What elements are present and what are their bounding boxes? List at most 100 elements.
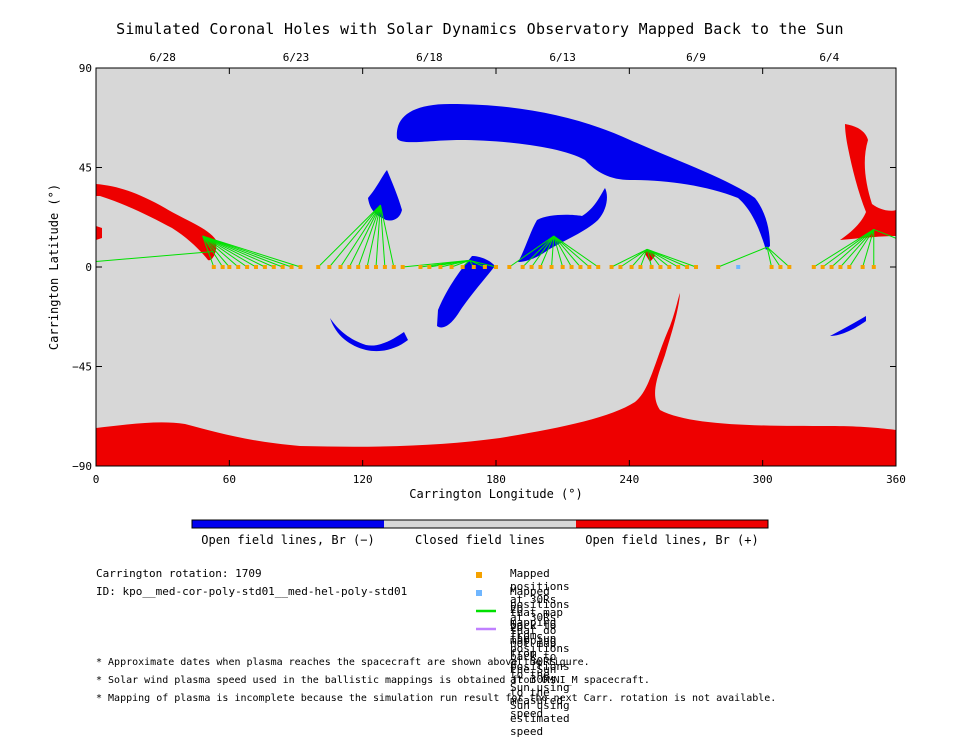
- colorbar-label-closed: Closed field lines: [414, 533, 546, 547]
- mapping-line: [202, 235, 266, 268]
- mapping-line: [379, 204, 395, 268]
- mapping-line: [357, 204, 381, 268]
- blue-square-icon: [476, 588, 484, 601]
- coronal-hole-regions: [96, 104, 896, 466]
- mapping-line: [553, 235, 581, 268]
- date-tick-label: 6/28: [149, 51, 176, 64]
- date-tick-label: 6/13: [549, 51, 576, 64]
- mapping-line: [553, 235, 564, 268]
- x-tick-label: 360: [886, 473, 906, 486]
- southern-blue-crescent: [330, 318, 408, 352]
- mapping-line: [317, 204, 381, 268]
- y-tick-label: 45: [79, 162, 92, 175]
- mapping-line: [553, 235, 590, 268]
- mapping-line: [766, 246, 773, 268]
- mapping-line: [813, 228, 875, 268]
- mapped-point: [538, 265, 543, 269]
- run-id-info: ID: kpo__med-cor-poly-std01__med-hel-pol…: [96, 585, 408, 598]
- mapping-line: [379, 205, 386, 268]
- mapped-point: [449, 265, 454, 269]
- colorbar-positive: [576, 520, 768, 528]
- mapping-line: [202, 235, 274, 268]
- mapping-line: [340, 204, 381, 268]
- mapped-point: [569, 265, 574, 269]
- mapping-line: [766, 246, 790, 268]
- mapped-point: [609, 265, 614, 269]
- mapping-line: [611, 248, 648, 268]
- mapped-point: [560, 265, 565, 269]
- mapped-point: [860, 265, 865, 269]
- mapping-line: [202, 235, 248, 268]
- legend-label: Mapped positions at 30Rs that do not map…: [510, 585, 570, 676]
- mapped-point: [211, 265, 216, 269]
- mapping-line: [539, 235, 555, 268]
- mapped-point: [769, 265, 774, 269]
- mapped-point: [685, 265, 690, 269]
- mapping-line: [822, 229, 875, 268]
- mapping-line: [202, 235, 301, 268]
- mapped-point: [847, 265, 852, 269]
- mapped-point: [391, 265, 396, 269]
- mapping-line: [366, 204, 381, 268]
- date-tick-label: 6/18: [416, 51, 443, 64]
- mapping-line: [531, 235, 555, 268]
- mapping-line: [202, 235, 239, 268]
- mapped-point: [638, 265, 643, 269]
- mapping-line: [620, 248, 648, 268]
- footnote: * Mapping of plasma is incomplete becaus…: [96, 693, 777, 704]
- mapping-line: [328, 204, 381, 268]
- mapped-point: [347, 265, 352, 269]
- legend-label: Mapped positions at 30Rs that map back t…: [510, 567, 570, 645]
- mapped-point: [871, 265, 876, 269]
- mapping-line: [639, 249, 648, 268]
- mapping-line: [831, 229, 875, 268]
- y-tick-label: 0: [85, 261, 92, 274]
- mapped-point: [316, 265, 321, 269]
- mapping-line: [375, 205, 381, 268]
- orange-square-icon: [476, 570, 484, 583]
- mapping-line: [202, 235, 257, 268]
- mapped-point: [327, 265, 332, 269]
- purple-line-icon: [476, 624, 498, 637]
- mapped-point: [236, 265, 241, 269]
- mapped-point: [629, 265, 634, 269]
- colorbar-closed: [384, 520, 576, 528]
- mapped-point: [694, 265, 698, 269]
- x-axis-label: Carrington Longitude (°): [409, 487, 582, 501]
- mapping-line: [348, 204, 381, 268]
- unmapped-point: [736, 265, 741, 269]
- mapping-line: [646, 249, 653, 268]
- mapping-line: [553, 235, 572, 268]
- mapped-point: [418, 265, 423, 269]
- mapping-line: [873, 228, 896, 239]
- mapping-line: [646, 248, 679, 268]
- mapped-point: [716, 265, 721, 269]
- left-red-hole: [96, 184, 217, 261]
- chart-title: Simulated Coronal Holes with Solar Dynam…: [116, 20, 844, 38]
- colorbar-label-positive: Open field lines, Br (+): [585, 533, 759, 547]
- rotation-info: Carrington rotation: 1709: [96, 567, 262, 580]
- date-tick-label: 6/4: [819, 51, 839, 64]
- mapped-point: [549, 265, 554, 269]
- date-tick-label: 6/23: [283, 51, 310, 64]
- mapped-point: [289, 265, 294, 269]
- x-tick-label: 240: [619, 473, 639, 486]
- mapping-line: [551, 236, 555, 268]
- mapping-line: [646, 248, 697, 268]
- x-tick-label: 120: [353, 473, 373, 486]
- legend-label: 2D mapping from positions at 30Rs to the…: [510, 603, 570, 720]
- colorbar-frame: [191, 519, 769, 529]
- mapped-point: [667, 265, 672, 269]
- mapped-point: [271, 265, 276, 269]
- mapped-point: [298, 265, 303, 269]
- mapped-point: [382, 265, 387, 269]
- mapped-point: [787, 265, 792, 269]
- mapped-point: [596, 265, 601, 269]
- mapped-point: [400, 265, 405, 269]
- mapped-point: [460, 265, 465, 269]
- x-tick-label: 180: [486, 473, 506, 486]
- spine-blue-hole: [368, 170, 402, 221]
- x-tick-label: 60: [223, 473, 236, 486]
- mapping-line: [96, 251, 214, 262]
- mapping-line: [522, 235, 555, 268]
